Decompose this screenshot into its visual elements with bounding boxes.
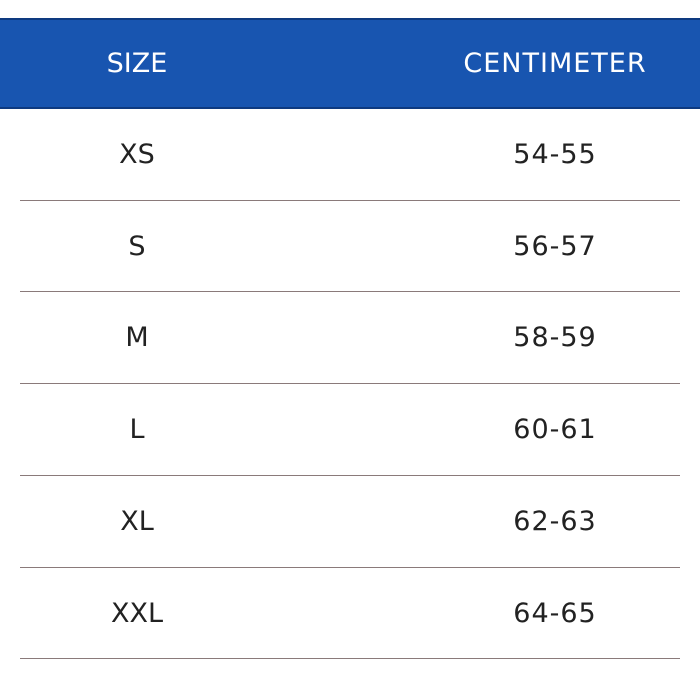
table-row: XL 62-63 <box>0 476 700 568</box>
table-cell: 54-55 <box>513 139 597 170</box>
row-divider <box>20 566 680 568</box>
table-row: S 56-57 <box>0 201 700 293</box>
table-cell: 58-59 <box>513 322 597 354</box>
table-cell: XXL <box>110 597 164 629</box>
header-cell: CENTIMETER <box>463 48 647 79</box>
table-cell: S <box>128 230 146 262</box>
table-row: M 58-59 <box>0 292 700 384</box>
table-cell: 62-63 <box>513 505 597 537</box>
table-cell: 56-57 <box>513 230 597 262</box>
row-divider <box>20 199 680 201</box>
table-row: XXL 64-65 <box>0 568 700 660</box>
table-cell: 60-61 <box>513 414 597 446</box>
table-row: XS 54-55 <box>0 109 700 201</box>
table-cell: 64-65 <box>513 597 597 629</box>
table-cell: M <box>125 322 149 354</box>
header-cell: SIZE <box>106 48 168 79</box>
table-header: SIZE CENTIMETER <box>0 18 700 109</box>
table-cell: L <box>129 414 145 446</box>
row-divider <box>20 291 680 293</box>
table-cell: XL <box>120 505 154 537</box>
row-divider <box>20 658 680 660</box>
row-divider <box>20 474 680 476</box>
row-divider <box>20 383 680 385</box>
table-row: L 60-61 <box>0 384 700 476</box>
table-cell: XS <box>119 139 155 170</box>
